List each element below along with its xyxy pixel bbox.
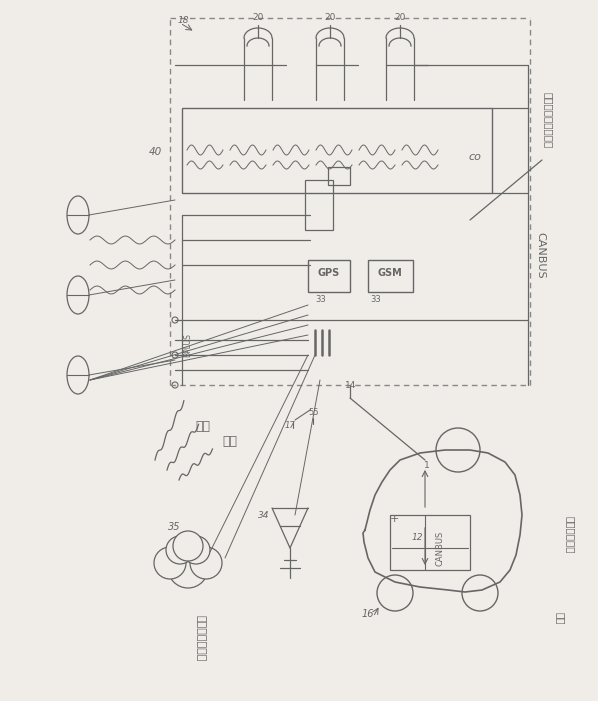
Circle shape xyxy=(436,428,480,472)
Bar xyxy=(305,180,333,230)
Text: インターネット: インターネット xyxy=(195,615,205,661)
Bar xyxy=(390,515,470,570)
Circle shape xyxy=(166,536,194,564)
Bar xyxy=(182,108,492,193)
Text: 20: 20 xyxy=(252,13,264,22)
Circle shape xyxy=(168,548,208,588)
Text: CANBUS: CANBUS xyxy=(435,531,444,566)
Text: 35: 35 xyxy=(168,522,181,532)
Text: GSM: GSM xyxy=(377,268,402,278)
Text: 40: 40 xyxy=(149,147,162,157)
Text: 12: 12 xyxy=(412,533,423,542)
Text: +: + xyxy=(390,514,399,524)
Circle shape xyxy=(182,536,210,564)
Bar xyxy=(368,260,413,292)
Circle shape xyxy=(462,575,498,611)
Text: 34: 34 xyxy=(258,511,270,520)
Text: GPS: GPS xyxy=(318,268,340,278)
Circle shape xyxy=(154,547,186,579)
Text: 20: 20 xyxy=(324,13,335,22)
Text: BPLUS: BPLUS xyxy=(184,333,193,357)
Text: 保護: 保護 xyxy=(222,435,237,448)
Text: 車両: 車両 xyxy=(555,612,565,625)
Text: 20: 20 xyxy=(394,13,405,22)
Bar xyxy=(308,260,350,292)
Text: コントローラ: コントローラ xyxy=(565,516,575,554)
Text: 1: 1 xyxy=(424,461,430,470)
Text: 33: 33 xyxy=(370,295,381,304)
Circle shape xyxy=(377,575,413,611)
Circle shape xyxy=(190,547,222,579)
Bar xyxy=(328,167,350,185)
Text: 16: 16 xyxy=(362,609,374,619)
Text: 18: 18 xyxy=(178,16,190,25)
Text: 33: 33 xyxy=(315,295,326,304)
Text: 電池: 電池 xyxy=(195,420,210,433)
Text: CANBUS: CANBUS xyxy=(535,232,545,278)
Text: マイクロプロセッサ: マイクロプロセッサ xyxy=(543,92,553,148)
Text: 17: 17 xyxy=(285,421,296,430)
Text: 55: 55 xyxy=(308,408,319,417)
Text: 14: 14 xyxy=(345,381,356,390)
Text: co: co xyxy=(468,152,481,162)
Circle shape xyxy=(173,531,203,561)
